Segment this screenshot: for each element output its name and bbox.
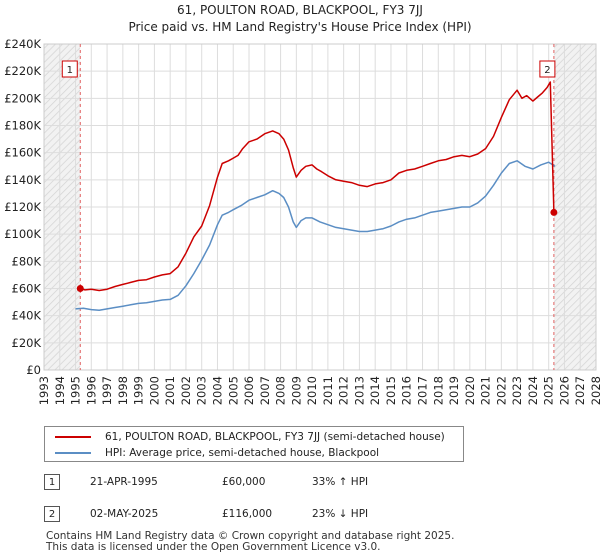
sale-marker-1: 1 (44, 474, 60, 490)
x-tick-label: 2004 (210, 376, 224, 405)
legend-item-property: 61, POULTON ROAD, BLACKPOOL, FY3 7JJ (se… (55, 429, 445, 445)
legend-label-hpi: HPI: Average price, semi-detached house,… (105, 447, 380, 459)
x-tick-label: 2012 (337, 376, 351, 405)
y-tick-label: £0 (26, 363, 41, 377)
x-tick-label: 1996 (84, 376, 98, 405)
legend-label-property: 61, POULTON ROAD, BLACKPOOL, FY3 7JJ (se… (105, 431, 445, 443)
footer-license: This data is licensed under the Open Gov… (46, 541, 381, 553)
sale-price-1: £60,000 (222, 476, 266, 488)
x-tick-label: 2023 (510, 376, 524, 405)
x-tick-label: 1997 (100, 376, 114, 405)
legend: 61, POULTON ROAD, BLACKPOOL, FY3 7JJ (se… (44, 426, 464, 462)
sale-marker-2: 2 (44, 506, 60, 522)
x-tick-label: 2022 (494, 376, 508, 405)
sale-label-1: 1 (67, 65, 73, 76)
sale-point-1 (76, 285, 84, 292)
x-tick-label: 2019 (447, 376, 461, 405)
x-tick-label: 2006 (242, 376, 256, 405)
x-tick-label: 1995 (69, 376, 83, 405)
legend-swatch-hpi (55, 452, 91, 454)
x-tick-label: 2015 (384, 376, 398, 405)
x-tick-label: 2010 (305, 376, 319, 405)
x-tick-label: 2013 (352, 376, 366, 405)
x-tick-label: 2011 (321, 376, 335, 405)
sale-label-box-1 (61, 60, 78, 78)
chart-subtitle: Price paid vs. HM Land Registry's House … (128, 20, 472, 34)
x-tick-label: 2025 (542, 376, 556, 405)
x-tick-label: 2017 (416, 376, 430, 405)
y-tick-label: £40K (12, 309, 42, 323)
x-tick-label: 2016 (400, 376, 414, 405)
x-tick-label: 2027 (573, 376, 587, 405)
x-tick-label: 1998 (116, 376, 130, 405)
sale-date-2: 02-MAY-2025 (90, 508, 159, 520)
y-tick-label: £160K (4, 146, 41, 160)
sale-label-box-2 (539, 60, 556, 78)
x-tick-label: 1993 (37, 376, 51, 405)
sale-label-2: 2 (544, 65, 550, 76)
x-tick-label: 2024 (526, 376, 540, 405)
y-tick-label: £200K (4, 91, 41, 105)
legend-swatch-property (55, 436, 91, 438)
footer-copyright: Contains HM Land Registry data © Crown c… (46, 530, 455, 542)
y-tick-label: £180K (4, 119, 41, 133)
y-tick-label: £120K (4, 200, 41, 214)
sale-hpi-1: 33% ↑ HPI (312, 476, 369, 488)
sale-price-2: £116,000 (222, 508, 273, 520)
y-tick-label: £20K (12, 336, 42, 350)
x-tick-label: 2008 (274, 376, 288, 405)
legend-item-hpi: HPI: Average price, semi-detached house,… (55, 445, 379, 461)
x-tick-label: 2028 (589, 376, 600, 405)
x-tick-label: 1994 (53, 376, 67, 405)
y-tick-label: £60K (12, 282, 42, 296)
plot-border (43, 43, 597, 371)
x-tick-label: 2018 (431, 376, 445, 405)
y-tick-label: £80K (12, 254, 42, 268)
x-tick-label: 2009 (289, 376, 303, 405)
x-tick-label: 2020 (463, 376, 477, 405)
y-tick-label: £140K (4, 173, 41, 187)
hpi-line (75, 160, 556, 311)
sale-date-1: 21-APR-1995 (90, 476, 158, 488)
x-tick-label: 2005 (226, 376, 240, 405)
x-tick-label: 2026 (557, 376, 571, 405)
x-tick-label: 2003 (195, 376, 209, 405)
x-tick-label: 2001 (163, 376, 177, 405)
x-tick-label: 2000 (147, 376, 161, 405)
sale-hpi-2: 23% ↓ HPI (312, 508, 369, 520)
y-tick-label: £100K (4, 227, 41, 241)
chart-title: 61, POULTON ROAD, BLACKPOOL, FY3 7JJ (177, 3, 423, 17)
x-tick-label: 2021 (479, 376, 493, 405)
x-tick-label: 2007 (258, 376, 272, 405)
price-chart: £0 £20K £40K £60K £80K £100K £120K £140K £160K £1… (4, 37, 600, 405)
x-tick-label: 2014 (368, 376, 382, 405)
y-tick-label: £240K (4, 37, 41, 51)
property-price-line (80, 81, 555, 292)
y-tick-label: £220K (4, 64, 41, 78)
sale-point-2 (550, 208, 558, 216)
x-tick-label: 2002 (179, 376, 193, 405)
x-tick-label: 1999 (132, 376, 146, 405)
